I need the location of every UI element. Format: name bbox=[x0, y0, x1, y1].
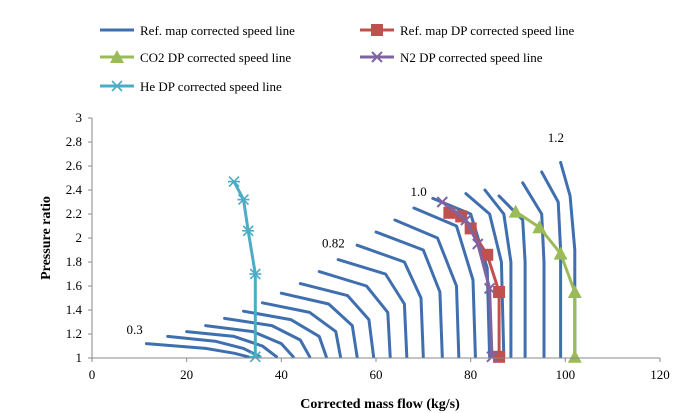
x-tick-label: 60 bbox=[370, 367, 383, 382]
data-point-star bbox=[242, 225, 255, 237]
legend-marker bbox=[111, 80, 123, 92]
legend-marker bbox=[371, 24, 383, 36]
speed-label: 1.2 bbox=[548, 130, 564, 145]
y-tick-label: 3 bbox=[76, 110, 83, 125]
ref-speed-line bbox=[317, 270, 392, 359]
x-tick-label: 80 bbox=[464, 367, 477, 382]
ref-speed-line bbox=[223, 316, 312, 359]
ref-speed-line bbox=[483, 188, 513, 359]
ref-speed-line bbox=[412, 206, 477, 359]
ref-speed-line bbox=[355, 243, 425, 359]
legend-marker bbox=[110, 50, 124, 63]
speed-label: 1.0 bbox=[410, 184, 426, 199]
y-tick-label: 1.8 bbox=[66, 254, 82, 269]
ref-speed-line bbox=[279, 291, 359, 359]
dp-line-3 bbox=[441, 200, 494, 357]
ref-speed-line bbox=[540, 170, 563, 359]
data-point-triangle bbox=[567, 285, 582, 298]
axes: 0 20 40 60 80 100 120 1 1.2 1.4 1.6 1.8 2 2.2 2.4 2.6 2.… bbox=[66, 110, 670, 382]
x-tick-label: 40 bbox=[275, 367, 288, 382]
speed-label: 0.82 bbox=[322, 236, 345, 251]
y-tick-label: 1.6 bbox=[66, 278, 83, 293]
ref-speed-line bbox=[336, 258, 409, 359]
legend-marker bbox=[371, 51, 383, 63]
data-point-star bbox=[237, 194, 250, 206]
data-point-square bbox=[493, 286, 506, 298]
x-tick-label: 100 bbox=[556, 367, 576, 382]
speed-lines-layer bbox=[144, 160, 582, 363]
x-axis-title: Corrected mass flow (kg/s) bbox=[300, 397, 460, 412]
ref-speed-line bbox=[374, 230, 444, 359]
ref-speed-line bbox=[242, 309, 328, 359]
x-tick-label: 0 bbox=[89, 367, 96, 382]
ref-speed-line bbox=[393, 218, 461, 359]
data-point-triangle bbox=[532, 220, 547, 234]
y-tick-label: 2 bbox=[76, 230, 83, 245]
legend-label: Ref. map corrected speed line bbox=[140, 23, 295, 38]
ref-speed-line bbox=[185, 330, 279, 359]
data-point-star bbox=[249, 268, 262, 280]
legend-item: He DP corrected speed line bbox=[100, 79, 282, 94]
legend-label: Ref. map DP corrected speed line bbox=[400, 23, 574, 38]
data-point-x bbox=[486, 351, 498, 363]
ref-speed-line bbox=[497, 194, 527, 359]
ref-speed-line bbox=[298, 282, 376, 359]
y-axis-title: Pressure ratio bbox=[39, 196, 54, 280]
data-point-square bbox=[481, 248, 494, 261]
speed-label: 0.3 bbox=[126, 322, 142, 337]
x-tick-label: 120 bbox=[650, 367, 670, 382]
x-tick-label: 20 bbox=[180, 367, 193, 382]
y-tick-label: 2.4 bbox=[66, 182, 83, 197]
legend-item: CO2 DP corrected speed line bbox=[100, 50, 291, 65]
ref-speed-line bbox=[464, 192, 506, 359]
data-point-triangle bbox=[567, 349, 582, 363]
legend-item: N2 DP corrected speed line bbox=[360, 50, 543, 65]
ref-speed-line bbox=[144, 342, 250, 359]
data-point-x bbox=[483, 282, 496, 295]
data-point-triangle bbox=[508, 204, 523, 218]
ref-speed-line bbox=[260, 301, 342, 359]
data-point-x bbox=[460, 214, 472, 226]
legend-label: CO2 DP corrected speed line bbox=[140, 50, 291, 65]
data-point-x bbox=[472, 238, 484, 250]
data-point-triangle bbox=[553, 246, 568, 260]
y-tick-label: 1.4 bbox=[66, 302, 83, 317]
ref-speed-line bbox=[204, 324, 295, 359]
data-point-star bbox=[249, 351, 262, 363]
legend-label: He DP corrected speed line bbox=[140, 79, 282, 94]
y-tick-label: 1 bbox=[76, 350, 83, 365]
data-point-star bbox=[228, 176, 240, 188]
legend-item: Ref. map DP corrected speed line bbox=[360, 23, 574, 38]
legend-label: N2 DP corrected speed line bbox=[400, 50, 543, 65]
data-point-x bbox=[436, 196, 448, 208]
y-tick-label: 1.2 bbox=[66, 326, 82, 341]
legend: Ref. map corrected speed line Ref. map DP… bbox=[100, 23, 574, 94]
legend-item: Ref. map corrected speed line bbox=[100, 23, 295, 38]
ref-speed-line bbox=[521, 181, 546, 359]
y-tick-label: 2.2 bbox=[66, 206, 82, 221]
y-tick-label: 2.8 bbox=[66, 134, 82, 149]
speed-labels: 0.3 0.82 1.0 1.2 bbox=[126, 130, 564, 337]
y-tick-label: 2.6 bbox=[66, 158, 83, 173]
